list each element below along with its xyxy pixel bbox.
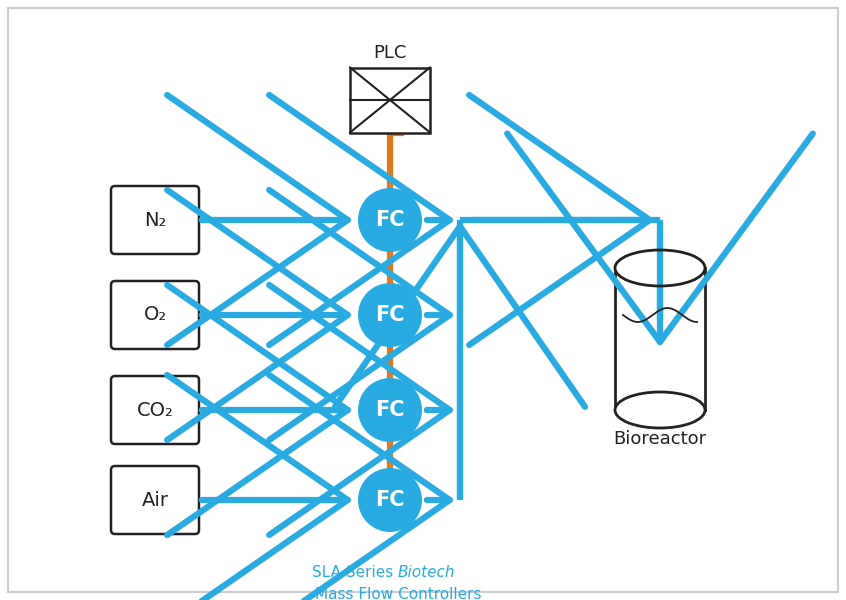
Bar bbox=[350, 67, 430, 133]
Circle shape bbox=[358, 283, 422, 347]
Circle shape bbox=[358, 468, 422, 532]
Ellipse shape bbox=[615, 392, 705, 428]
Text: FC: FC bbox=[376, 490, 404, 510]
FancyBboxPatch shape bbox=[111, 186, 199, 254]
Circle shape bbox=[358, 188, 422, 252]
Text: Biotech: Biotech bbox=[398, 565, 455, 580]
Text: O₂: O₂ bbox=[143, 305, 167, 325]
Text: FC: FC bbox=[376, 210, 404, 230]
FancyBboxPatch shape bbox=[111, 376, 199, 444]
Text: FC: FC bbox=[376, 305, 404, 325]
Text: Mass Flow Controllers: Mass Flow Controllers bbox=[315, 587, 481, 600]
Text: Air: Air bbox=[141, 491, 168, 509]
Text: Bioreactor: Bioreactor bbox=[613, 430, 706, 448]
FancyBboxPatch shape bbox=[111, 466, 199, 534]
Ellipse shape bbox=[615, 250, 705, 286]
Text: FC: FC bbox=[376, 400, 404, 420]
Text: CO₂: CO₂ bbox=[136, 401, 173, 419]
Text: N₂: N₂ bbox=[144, 211, 166, 229]
Circle shape bbox=[358, 378, 422, 442]
Text: SLA Series: SLA Series bbox=[312, 565, 398, 580]
Text: PLC: PLC bbox=[373, 43, 407, 61]
FancyBboxPatch shape bbox=[111, 281, 199, 349]
